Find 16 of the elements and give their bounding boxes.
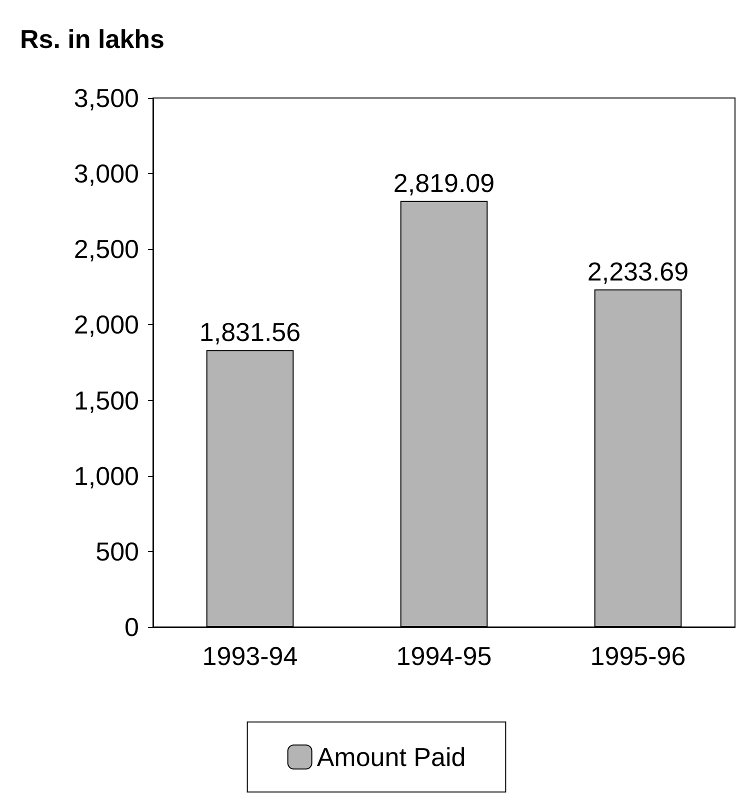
data-label: 1,831.56 xyxy=(199,317,301,348)
y-tick-label: 2,500 xyxy=(74,234,139,264)
y-tick-label: 0 xyxy=(124,612,139,642)
y-tick-label: 1,000 xyxy=(74,460,139,491)
x-tick-label: 1995-96 xyxy=(590,641,686,671)
y-tick-label: 500 xyxy=(96,536,139,566)
y-tick-label: 3,000 xyxy=(74,158,139,189)
data-label: 2,819.09 xyxy=(393,168,495,198)
y-tick-label: 3,500 xyxy=(74,83,139,113)
y-tick-label: 2,000 xyxy=(74,310,139,340)
legend-label: Amount Paid xyxy=(316,742,466,772)
x-tick-label: 1993-94 xyxy=(202,641,298,671)
x-tick-label: 1994-95 xyxy=(396,641,492,671)
y-axis-title: Rs. in lakhs xyxy=(20,24,164,54)
data-label: 2,233.69 xyxy=(587,256,689,286)
y-tick-label: 1,500 xyxy=(74,385,139,416)
